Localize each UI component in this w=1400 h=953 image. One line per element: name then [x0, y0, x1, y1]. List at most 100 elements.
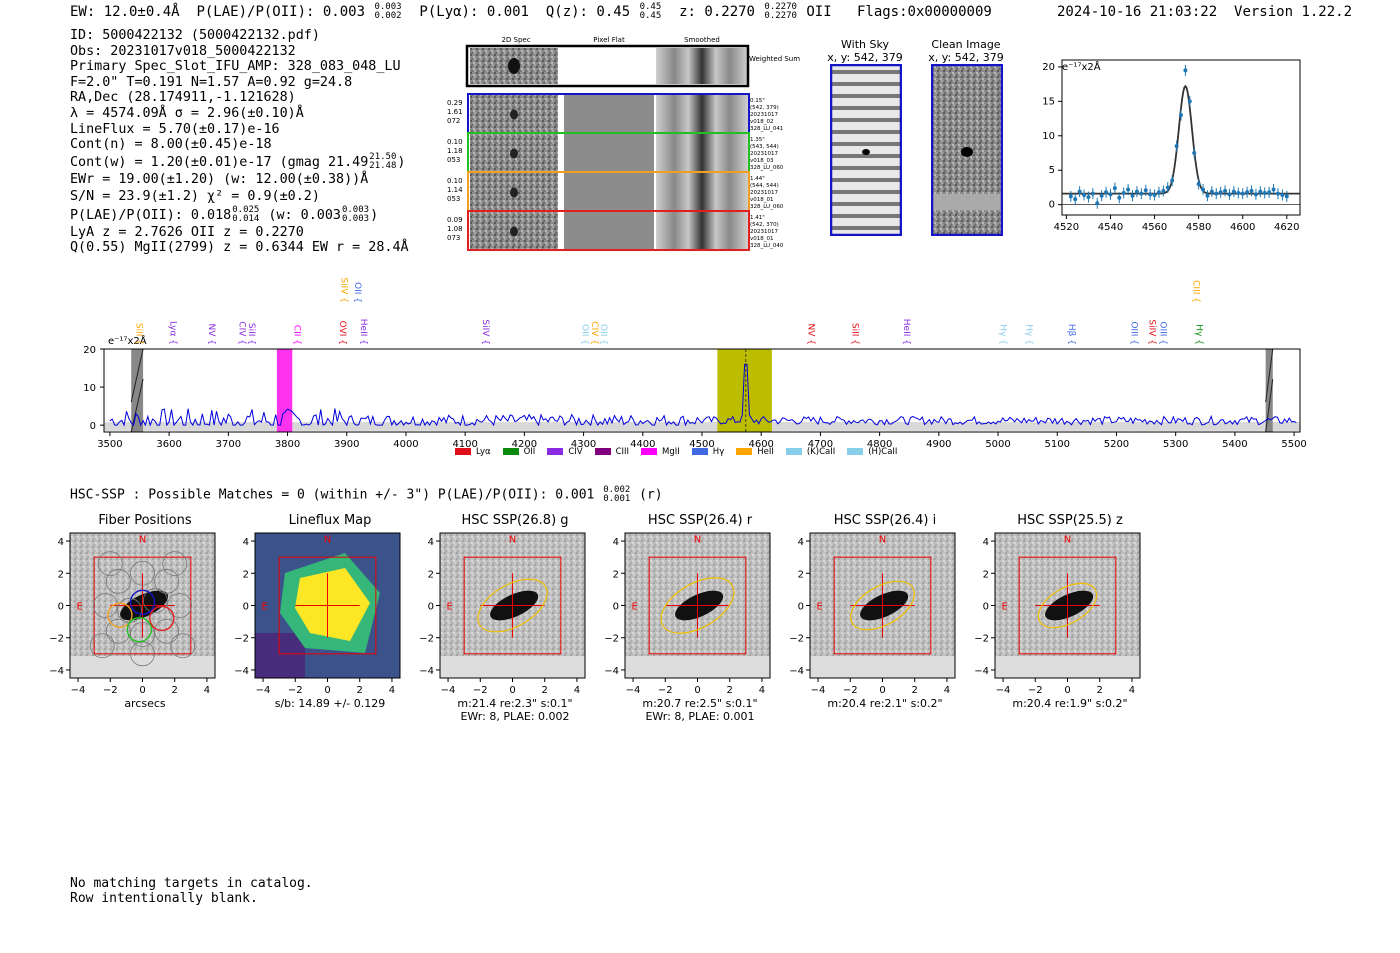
spectrum-line-marker: OVI {	[337, 321, 347, 345]
fiber-circle	[130, 622, 155, 647]
info-cont-n: Cont(n) = 8.00(±0.45)e-18	[70, 137, 272, 153]
legend-label: OII	[523, 447, 536, 457]
info-lineflux: LineFlux = 5.70(±0.17)e-16	[70, 121, 280, 137]
spectrum-line-marker: SiIV {	[338, 277, 348, 303]
catalog-note-line1: No matching targets in catalog.	[70, 876, 313, 891]
panel-ytick-label: −2	[235, 634, 249, 645]
panel-xtick-label: −2	[103, 685, 118, 696]
panel-xtick-label: −4	[996, 685, 1011, 696]
sky-stripe	[830, 142, 902, 146]
line-fit-point	[1082, 193, 1087, 198]
line-fit-point	[1126, 187, 1131, 192]
clean-image-cutout	[931, 64, 1003, 236]
line-fit-point	[1095, 201, 1100, 206]
line-fit-point	[1249, 188, 1254, 193]
panel-ytick-label: 0	[428, 602, 434, 613]
weighted-sum-label: Weighted Sum	[749, 55, 800, 63]
panel-xtick-label: −4	[256, 685, 271, 696]
line-fit-point	[1187, 99, 1192, 104]
panel-ytick-label: 4	[58, 537, 64, 548]
panel-ytick-label: −2	[420, 634, 434, 645]
spectrum-error-band	[104, 422, 1300, 431]
header-flags: Flags:0x00000009	[856, 4, 992, 20]
line-fit-point	[1139, 191, 1144, 196]
sky-stripe	[830, 202, 902, 206]
legend-label: Hγ	[712, 447, 725, 457]
spectrum-ytick-label: 0	[90, 421, 96, 432]
line-fit-point	[1223, 188, 1228, 193]
spectrum-unit: e⁻¹⁷x2Å	[108, 334, 147, 347]
hsc-panel-i: N E −4 −2 0 2 4 4 2 0 −2 −4	[790, 532, 956, 696]
panel-ytick-label: 2	[58, 569, 64, 580]
spectrum-line-marker: Hγ {	[997, 324, 1007, 345]
panel-xtick-label: −2	[288, 685, 303, 696]
legend-item: Lyα	[455, 447, 491, 457]
hsc-panel-z: N E −4 −2 0 2 4 4 2 0 −2 −4	[975, 532, 1141, 696]
sky-stripe	[830, 214, 902, 218]
panel-ytick-label: −4	[790, 666, 804, 677]
panel-xtick-label: −2	[658, 685, 673, 696]
legend-swatch	[691, 448, 708, 455]
spec2d-row-smoothed	[656, 95, 748, 132]
legend-item: MgII	[641, 447, 680, 457]
hsc-summary: HSC-SSP : Possible Matches = 0 (within +…	[70, 485, 663, 504]
header-plae: P(LAE)/P(OII): 0.003	[196, 4, 366, 20]
sky-stripe	[830, 166, 902, 170]
aperture-box	[463, 556, 562, 655]
spec2d-row-left-label: 1.14	[447, 186, 463, 194]
header-plya: P(Lyα): 0.001	[419, 4, 529, 20]
line-fit-point	[1201, 187, 1206, 192]
aperture-box	[93, 556, 192, 655]
line-fit-point	[1090, 191, 1095, 196]
spec2d-row-source	[510, 148, 518, 159]
line-fit-point	[1240, 191, 1245, 196]
legend-label: (H)CaII	[868, 447, 898, 457]
aperture-ellipse	[660, 577, 735, 634]
cutout-edge	[440, 656, 585, 678]
spectrum-xtick-label: 4000	[393, 439, 418, 450]
spectrum-line-marker: SiII {	[246, 323, 256, 345]
aperture-box	[833, 556, 932, 655]
spectrum-xtick-label: 4500	[689, 439, 714, 450]
cutout-edge	[810, 656, 955, 678]
line-fit-chart: e⁻¹⁷x2Å 4520 4540 4560 4580 4600 4620 0 5 10 15 20	[1042, 59, 1301, 233]
panel-ytick-label: 2	[983, 569, 989, 580]
spectrum-masked-hatch	[1265, 378, 1274, 433]
spectrum-xtick-label: 4600	[748, 439, 773, 450]
spec2d-row-left-label: 1.61	[447, 108, 463, 116]
fiber-circle	[154, 568, 180, 594]
spec2d-row-source	[510, 187, 518, 198]
panel-ytick-label: 0	[243, 602, 249, 613]
spectrum-masked-hatch	[130, 348, 144, 403]
lineflux-peak-region	[295, 568, 370, 641]
info-lambda: λ = 4574.09Å σ = 2.96(±0.10)Å	[70, 105, 304, 121]
line-fit-point	[1073, 197, 1078, 202]
panel-xtick-label: 2	[357, 685, 363, 696]
panel-xtick-label: 2	[172, 685, 178, 696]
info-params: F=2.0" T=0.191 N=1.57 A=0.92 g=24.8	[70, 74, 353, 90]
panel-ytick-label: −2	[790, 634, 804, 645]
spectrum-ytick-label: 20	[83, 345, 96, 356]
panel-xtick-label: 2	[727, 685, 733, 696]
sky-stripe	[830, 130, 902, 134]
aperture-ellipse	[850, 580, 915, 631]
line-fit-point	[1231, 189, 1236, 194]
info-sn: S/N = 23.9(±1.2) χ² = 0.9(±0.2)	[70, 188, 320, 204]
legend-label: MgII	[662, 447, 680, 457]
spectrum-highlight-band	[276, 349, 293, 432]
header-qz: Q(z): 0.45	[545, 4, 631, 20]
header-timestamp: 2024-10-16 21:03:22	[1057, 4, 1218, 20]
spectrum-line-marker: CIII {	[1190, 280, 1200, 303]
panel-ytick-label: −4	[420, 666, 434, 677]
spec2d-row-smoothed	[656, 134, 748, 171]
hsc-panel-caption: m:20.7 re:2.5" s:0.1" EWr: 8, PLAE: 0.001	[642, 697, 758, 723]
lineflux-low-region	[255, 633, 305, 678]
line-fit-point	[1143, 188, 1148, 193]
spectrum-xtick-label: 3800	[275, 439, 300, 450]
east-label: E	[632, 602, 638, 613]
legend-label: HeII	[757, 447, 774, 457]
info-id: ID: 5000422132 (5000422132.pdf)	[70, 28, 320, 43]
info-slot: Primary Spec_Slot_IFU_AMP: 328_083_048_L…	[70, 59, 401, 75]
aperture-box	[278, 556, 377, 655]
fiber-circle	[167, 593, 192, 618]
